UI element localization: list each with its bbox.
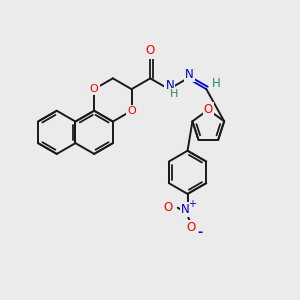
Text: O: O xyxy=(163,201,172,214)
Text: O: O xyxy=(127,106,136,116)
Text: H: H xyxy=(212,77,220,90)
Text: O: O xyxy=(204,103,213,116)
Text: +: + xyxy=(188,199,196,209)
Text: H: H xyxy=(170,89,178,99)
Text: N: N xyxy=(185,68,194,81)
Text: -: - xyxy=(198,226,203,239)
Text: N: N xyxy=(181,203,190,216)
Text: O: O xyxy=(90,84,98,94)
Text: O: O xyxy=(187,221,196,234)
Text: N: N xyxy=(166,79,174,92)
Text: O: O xyxy=(146,44,155,57)
